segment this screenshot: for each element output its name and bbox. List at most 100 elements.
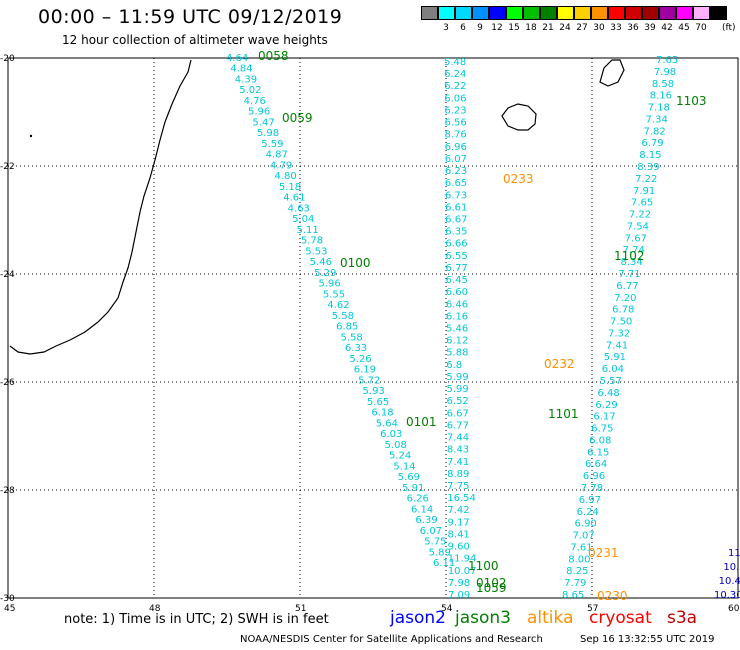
swh-value: 5.08 — [385, 440, 407, 451]
swh-value: 6.56 — [444, 118, 466, 129]
swh-value: 6.73 — [445, 190, 467, 201]
swh-value: 6.77 — [616, 281, 638, 292]
madagascar-coast — [9, 59, 192, 355]
legend-label: 6 — [460, 23, 466, 33]
swh-value: 5.69 — [398, 472, 420, 483]
swh-value: 5.18 — [279, 182, 301, 193]
legend-label: 15 — [508, 23, 520, 33]
lat-label: -22 — [0, 162, 15, 172]
swh-value: 6.66 — [445, 239, 467, 250]
swh-value: 6.11 — [433, 558, 455, 569]
lat-label: -26 — [0, 378, 15, 388]
swh-value: 6.60 — [446, 287, 468, 298]
swh-value: 7.44 — [447, 433, 469, 444]
legend-swatch — [693, 6, 710, 20]
track-time-label: 0233 — [503, 172, 534, 186]
legend-label: 42 — [661, 23, 673, 33]
swh-value: 7.50 — [610, 317, 632, 328]
track-time-label: 0058 — [258, 49, 289, 63]
island-dot — [29, 134, 33, 138]
swh-value: 6.39 — [415, 515, 437, 526]
satellite-name: jason2 — [390, 608, 446, 628]
swh-value: 8.39 — [637, 162, 659, 173]
swh-value: 8.43 — [447, 445, 469, 456]
swh-value: 8.16 — [650, 91, 672, 102]
legend-label: 24 — [559, 23, 571, 33]
swh-value: 5.02 — [239, 85, 261, 96]
swh-value: 6.90 — [575, 519, 597, 530]
swh-value: 5.11 — [296, 225, 318, 236]
swh-value: 6.15 — [587, 447, 609, 458]
swh-value: 5.91 — [604, 352, 626, 363]
swh-value: 7.22 — [629, 210, 651, 221]
lon-label: 57 — [587, 604, 598, 614]
swh-value: 5.91 — [402, 483, 424, 494]
swh-value: 7.32 — [608, 328, 630, 339]
lon-label: 48 — [149, 604, 161, 614]
legend-label: 30 — [593, 23, 605, 33]
swh-value: 6.65 — [445, 178, 467, 189]
swh-value: 5.93 — [363, 386, 385, 397]
swh-value: 11.94 — [448, 554, 477, 565]
swh-value: 6.35 — [445, 227, 467, 238]
map-title: 00:00 – 11:59 UTC 09/12/2019 — [38, 6, 343, 28]
swh-value: 7.65 — [631, 198, 653, 209]
legend-swatch — [455, 6, 472, 20]
swh-value: 5.96 — [318, 279, 340, 290]
swh-value: 5.48 — [444, 57, 466, 68]
legend-label: 27 — [576, 23, 588, 33]
swh-value: 10.07 — [448, 566, 477, 577]
lat-label: -24 — [0, 270, 15, 280]
swh-value: 4.64 — [226, 53, 248, 64]
track-time-label: 0102 — [476, 576, 507, 590]
swh-value: 7.71 — [618, 269, 640, 280]
swh-value: 6.18 — [371, 408, 393, 419]
swh-value: 5.64 — [376, 418, 398, 429]
swh-value: 6.22 — [444, 81, 466, 92]
legend-label: 9 — [477, 23, 483, 33]
swh-value: 5.72 — [358, 375, 380, 386]
map-subtitle: 12 hour collection of altimeter wave hei… — [62, 33, 328, 47]
swh-value: 6.45 — [446, 275, 468, 286]
swh-value: 5.58 — [341, 332, 363, 343]
swh-value: 6.67 — [445, 214, 467, 225]
timestamp-text: Sep 16 13:32:55 UTC 2019 — [580, 634, 715, 645]
legend-unit: (ft) — [722, 23, 736, 33]
swh-value: 8.00 — [568, 554, 590, 565]
swh-value: 6.79 — [641, 138, 663, 149]
legend-swatch — [472, 6, 489, 20]
footer-note: note: 1) Time is in UTC; 2) SWH is in fe… — [64, 612, 329, 627]
legend-swatch — [659, 6, 676, 20]
swh-value: 4.79 — [270, 160, 292, 171]
swh-value: 5.96 — [248, 107, 270, 118]
swh-value: 8.15 — [639, 150, 661, 161]
swh-value: 6.24 — [577, 507, 599, 518]
swh-value: 8.34 — [620, 257, 642, 268]
legend-label: 12 — [491, 23, 503, 33]
swh-value: 6.67 — [447, 408, 469, 419]
swh-value: 11 — [728, 548, 740, 559]
swh-value: 6.06 — [444, 93, 466, 104]
legend-swatch — [421, 6, 438, 20]
swh-value: 6.96 — [583, 471, 605, 482]
swh-value: 7.82 — [643, 126, 665, 137]
lon-label: 60 — [728, 604, 740, 614]
swh-value: 6.8 — [446, 360, 462, 371]
legend-label: 3 — [443, 23, 449, 33]
satellite-name: cryosat — [589, 608, 652, 628]
satellite-name: s3a — [667, 608, 698, 628]
legend-label: 36 — [627, 23, 639, 33]
swh-value: 7.98 — [654, 67, 676, 78]
legend-label: 18 — [525, 23, 537, 33]
swh-value: 7.09 — [448, 590, 470, 601]
map-frame — [7, 57, 739, 599]
swh-value: 5.04 — [292, 214, 314, 225]
track-time-label: 0059 — [282, 111, 313, 125]
swh-value: 4.76 — [244, 96, 266, 107]
legend-swatch — [523, 6, 540, 20]
swh-value: 7.41 — [606, 340, 628, 351]
swh-value: 4.87 — [266, 150, 288, 161]
swh-value: 6.04 — [602, 364, 624, 375]
swh-value: 6.61 — [445, 202, 467, 213]
